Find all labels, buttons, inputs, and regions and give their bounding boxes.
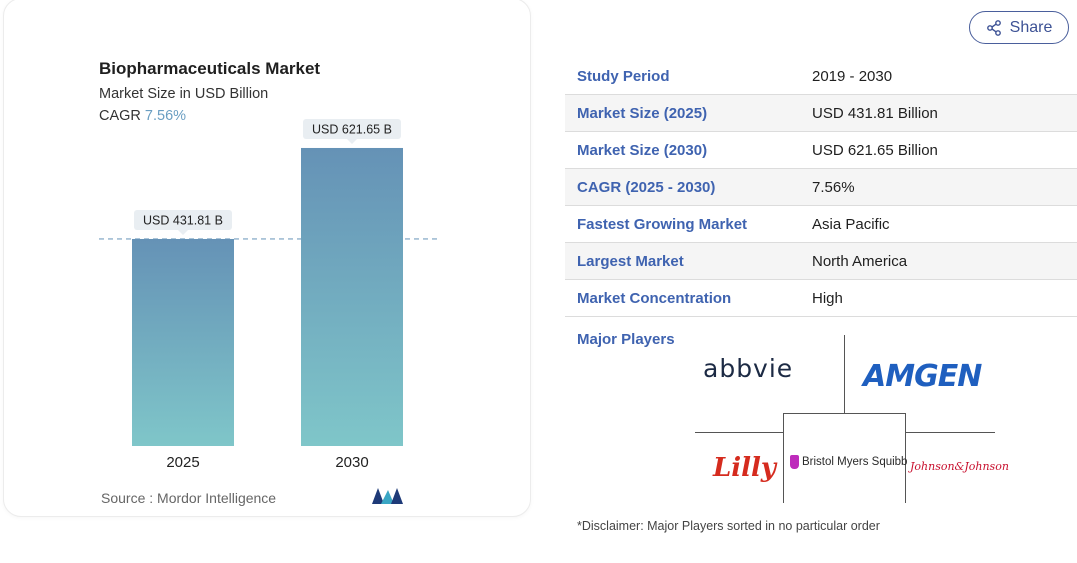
row-label: Study Period (565, 58, 812, 95)
table-row: Market Size (2025) USD 431.81 Billion (565, 94, 1077, 132)
data-label-pointer (178, 229, 188, 235)
bar-2025 (132, 238, 234, 446)
row-value: USD 621.65 Billion (812, 131, 1077, 169)
table-row: Study Period 2019 - 2030 (565, 58, 1077, 95)
bms-mark-icon (790, 455, 799, 469)
row-value: High (812, 279, 1077, 317)
x-tick-label: 2030 (335, 454, 368, 471)
row-label: Fastest Growing Market (565, 205, 812, 243)
chart-card (3, 0, 531, 517)
row-label: Market Size (2025) (565, 94, 812, 132)
major-players-logos: abbvie AMGEN Lilly Bristol Myers Squibb … (695, 335, 1009, 503)
share-label: Share (1009, 18, 1053, 36)
bar-chart: USD 431.81 B 2025 USD 621.65 B 2030 (99, 118, 440, 471)
data-label: USD 621.65 B (312, 122, 392, 136)
cagr-label: CAGR (99, 108, 141, 124)
market-info-table: Study Period 2019 - 2030 Market Size (202… (565, 58, 1077, 317)
logo-divider (695, 432, 783, 433)
table-row: Largest Market North America (565, 242, 1077, 280)
row-label: Largest Market (565, 242, 812, 280)
logo-divider (783, 413, 906, 414)
row-value: USD 431.81 Billion (812, 94, 1077, 132)
disclaimer: *Disclaimer: Major Players sorted in no … (577, 519, 880, 533)
data-label: USD 431.81 B (143, 213, 223, 227)
major-players-label: Major Players (577, 331, 675, 348)
share-icon (986, 19, 1001, 36)
table-row: Market Concentration High (565, 279, 1077, 317)
lilly-logo: Lilly (713, 453, 777, 483)
chart-subtitle: Market Size in USD Billion (99, 86, 269, 102)
row-value: Asia Pacific (812, 205, 1077, 243)
cagr-value: 7.56% (144, 108, 187, 124)
logo-divider (844, 335, 845, 413)
data-label-box (303, 118, 401, 139)
bristol-myers-squibb-logo: Bristol Myers Squibb (790, 455, 907, 469)
chart-title: Biopharmaceuticals Market (99, 59, 321, 78)
logo-divider (905, 413, 906, 503)
table-row: CAGR (2025 - 2030) 7.56% (565, 168, 1077, 206)
row-label: Market Concentration (565, 279, 812, 317)
bms-logo-text: Bristol Myers Squibb (802, 456, 908, 468)
table-row: Market Size (2030) USD 621.65 Billion (565, 131, 1077, 169)
johnson-johnson-logo: Johnson&Johnson (910, 460, 1009, 473)
logo-divider (783, 413, 784, 503)
data-label-pointer (347, 138, 357, 144)
row-label: Market Size (2030) (565, 131, 812, 169)
amgen-logo: AMGEN (863, 359, 982, 394)
row-value: 7.56% (812, 168, 1077, 206)
data-label-box (134, 209, 232, 230)
chart-source: Source : Mordor Intelligence (101, 490, 277, 506)
row-value: 2019 - 2030 (812, 58, 1077, 95)
table-row: Fastest Growing Market Asia Pacific (565, 205, 1077, 243)
logo-divider (906, 432, 995, 433)
x-tick-label: 2025 (166, 454, 199, 471)
chart-cagr: CAGR 7.56% (99, 108, 186, 124)
bar-2030 (301, 147, 403, 446)
mordor-intelligence-logo (372, 488, 404, 509)
abbvie-logo: abbvie (703, 354, 794, 383)
row-value: North America (812, 242, 1077, 280)
row-label: CAGR (2025 - 2030) (565, 168, 812, 206)
share-button[interactable]: Share (969, 11, 1069, 44)
